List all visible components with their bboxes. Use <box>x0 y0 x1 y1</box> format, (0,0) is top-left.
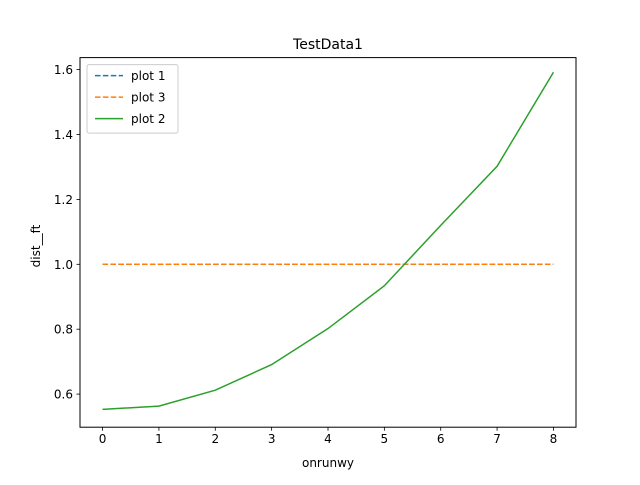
x-tick-label: 0 <box>99 432 107 446</box>
y-tick-label: 0.6 <box>54 388 73 402</box>
x-tick-label: 4 <box>324 432 332 446</box>
x-axis-label: onrunwy <box>302 456 354 470</box>
x-tick-label: 2 <box>211 432 219 446</box>
x-tick-label: 8 <box>550 432 558 446</box>
x-axis-ticks: 0 1 2 3 4 5 6 7 8 <box>99 427 558 446</box>
legend-box <box>86 64 179 134</box>
x-tick-label: 1 <box>155 432 163 446</box>
x-tick-label: 7 <box>493 432 501 446</box>
series-layer <box>102 71 555 411</box>
legend-label: plot 1 <box>131 69 165 83</box>
plot-area-frame <box>79 57 577 428</box>
x-tick-label: 6 <box>437 432 445 446</box>
y-tick-label: 1.0 <box>54 258 73 272</box>
y-tick-label: 1.4 <box>54 128 73 142</box>
y-axis-label: dist__ft <box>29 224 43 267</box>
x-tick-label: 5 <box>381 432 389 446</box>
y-tick-label: 0.8 <box>54 323 73 337</box>
x-tick-label: 3 <box>268 432 276 446</box>
legend-label: plot 2 <box>131 112 165 126</box>
y-tick-label: 1.2 <box>54 193 73 207</box>
legend-label: plot 3 <box>131 91 165 105</box>
series-line-plot-2 <box>102 71 555 411</box>
y-axis-ticks: 0.6 0.8 1.0 1.2 1.4 1.6 <box>54 63 80 402</box>
y-tick-label: 1.6 <box>54 63 73 77</box>
legend: plot 1 plot 3 plot 2 <box>86 64 179 134</box>
chart-title: TestData1 <box>292 37 363 53</box>
